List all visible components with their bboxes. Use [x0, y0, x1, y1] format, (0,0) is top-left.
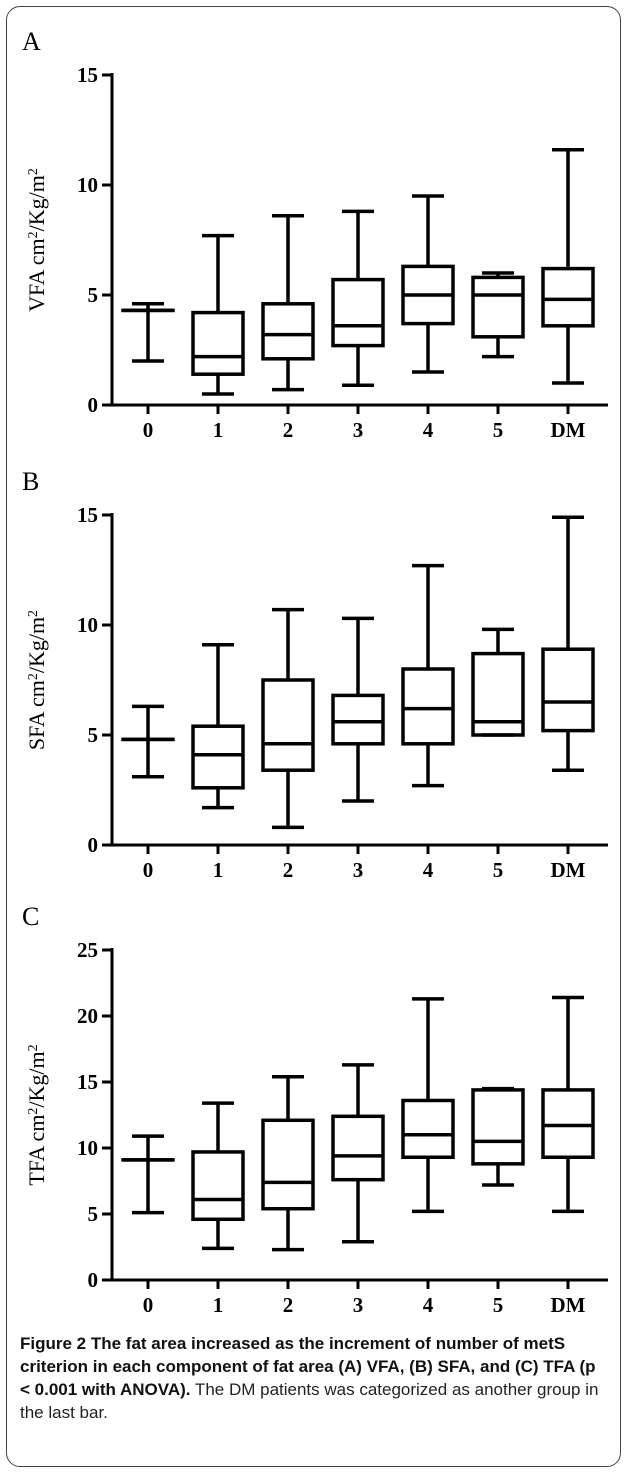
x-tick-label: DM [551, 1293, 586, 1317]
y-tick-label: 0 [88, 393, 99, 417]
iqr-box [471, 651, 525, 737]
box-whisker [331, 616, 385, 803]
box-whisker [261, 1074, 315, 1252]
box-whisker [541, 148, 595, 385]
panel-label: B [22, 467, 39, 496]
x-tick-label: 5 [493, 418, 504, 442]
iqr-box [541, 647, 595, 733]
box-whisker [261, 214, 315, 392]
iqr-box [471, 275, 525, 339]
box-whisker [401, 194, 455, 374]
x-tick-label: 3 [353, 1293, 364, 1317]
y-tick-label: 10 [77, 1136, 98, 1160]
box-whisker [191, 233, 245, 396]
x-tick-label: 2 [283, 1293, 294, 1317]
x-tick-label: 4 [423, 858, 434, 882]
box-whisker [121, 1134, 175, 1215]
caption-bold: Figure 2 The fat area increased as the i… [20, 1334, 596, 1399]
y-tick-label: 5 [88, 1202, 99, 1226]
x-tick-label: 4 [423, 418, 434, 442]
iqr-box [401, 1098, 455, 1159]
box-whisker [401, 997, 455, 1214]
x-tick-label: DM [551, 418, 586, 442]
iqr-box [471, 1088, 525, 1166]
y-axis-title: TFA cm2/Kg/m2 [24, 1044, 49, 1185]
iqr-box [261, 302, 315, 361]
x-tick-label: 1 [213, 858, 224, 882]
y-tick-label: 15 [77, 63, 98, 87]
x-tick-label: 5 [493, 858, 504, 882]
y-tick-label: 25 [77, 938, 98, 962]
y-tick-label: 0 [88, 1268, 99, 1292]
x-tick-label: DM [551, 858, 586, 882]
x-axis-title: No. of MetS Criterion [273, 447, 467, 450]
figure-caption: Figure 2 The fat area increased as the i… [20, 1332, 610, 1424]
iqr-box [331, 1114, 385, 1182]
chart-panel-c: C 0 5 10 15 20 25 TFA cm2/Kg/m2 0 1 2 3 4 5 DM No. of M… [22, 902, 608, 1325]
chart-panel-b: B 0 5 10 15 SFA cm2/Kg/m2 0 1 2 3 4 5 DM No. of MetS … [22, 467, 608, 890]
x-tick-label: 4 [423, 1293, 434, 1317]
box-whisker [541, 995, 595, 1214]
box-whisker [331, 209, 385, 387]
iqr-box [541, 266, 595, 328]
iqr-box [401, 667, 455, 746]
box-whisker [331, 1063, 385, 1244]
iqr-box [261, 1118, 315, 1211]
box-whisker [471, 271, 525, 359]
x-tick-label: 0 [143, 1293, 154, 1317]
y-tick-label: 15 [77, 1070, 98, 1094]
iqr-box [261, 678, 315, 772]
iqr-box [191, 1150, 245, 1222]
x-axis-title: No. of MetS Criterion [273, 887, 467, 890]
iqr-box [331, 277, 385, 348]
y-tick-label: 20 [77, 1004, 98, 1028]
box-whisker [471, 1086, 525, 1187]
x-tick-label: 1 [213, 1293, 224, 1317]
y-axis-title: SFA cm2/Kg/m2 [24, 610, 49, 750]
iqr-box [541, 1088, 595, 1159]
box-whisker [121, 302, 175, 363]
x-axis-title: No. of MetS Criterion [273, 1322, 467, 1325]
box-whisker [471, 627, 525, 737]
box-whisker [401, 563, 455, 788]
y-tick-label: 0 [88, 833, 99, 857]
x-tick-label: 5 [493, 1293, 504, 1317]
x-tick-label: 0 [143, 858, 154, 882]
iqr-box [331, 693, 385, 746]
y-axis-title: VFA cm2/Kg/m2 [24, 168, 49, 312]
caption-rest: The DM patients was categorized as anoth… [20, 1380, 599, 1422]
x-tick-label: 2 [283, 858, 294, 882]
x-tick-label: 2 [283, 418, 294, 442]
panel-label: C [22, 902, 39, 931]
y-tick-label: 5 [88, 723, 99, 747]
iqr-box [191, 724, 245, 790]
box-whisker [191, 643, 245, 810]
x-tick-label: 3 [353, 858, 364, 882]
box-whisker [261, 607, 315, 830]
box-whisker [191, 1101, 245, 1251]
x-tick-label: 1 [213, 418, 224, 442]
box-whisker [121, 704, 175, 779]
panel-label: A [22, 27, 41, 56]
y-tick-label: 5 [88, 283, 99, 307]
chart-panel-a: A 0 5 10 15 VFA cm2/Kg/m2 0 1 2 3 4 5 DM No. of MetS … [22, 27, 608, 450]
y-tick-label: 10 [77, 173, 98, 197]
x-tick-label: 0 [143, 418, 154, 442]
x-tick-label: 3 [353, 418, 364, 442]
y-tick-label: 10 [77, 613, 98, 637]
y-tick-label: 15 [77, 503, 98, 527]
box-whisker [541, 515, 595, 772]
iqr-box [191, 310, 245, 376]
